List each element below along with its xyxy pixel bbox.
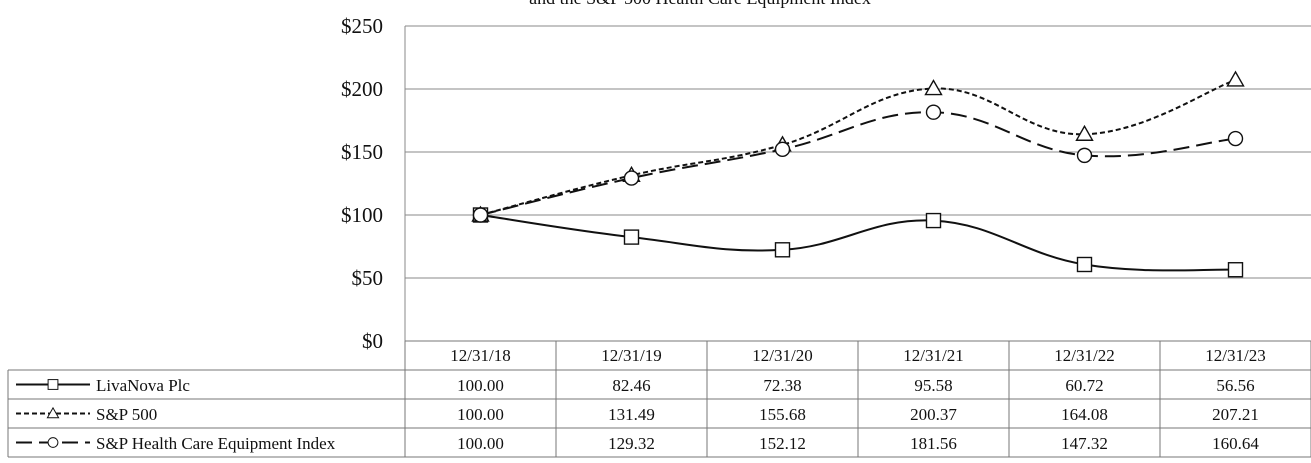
x-tick-label: 12/31/21 xyxy=(903,346,963,365)
data-point-marker xyxy=(774,141,791,158)
legend-label: S&P 500 xyxy=(96,405,157,424)
legend-key-marker xyxy=(47,437,59,448)
data-point-marker xyxy=(774,242,791,258)
data-point-marker xyxy=(623,170,640,186)
data-point-marker xyxy=(925,212,942,229)
legend-label: LivaNova Plc xyxy=(96,376,190,395)
data-point-marker xyxy=(924,79,943,96)
data-point-marker xyxy=(472,207,489,223)
x-tick-label: 12/31/18 xyxy=(450,346,510,365)
data-label: 181.56 xyxy=(910,434,957,453)
legend-label: S&P Health Care Equipment Index xyxy=(96,434,336,453)
data-label: 82.46 xyxy=(612,376,650,395)
data-point-marker xyxy=(1226,70,1245,87)
data-label: 72.38 xyxy=(763,376,801,395)
data-point-marker xyxy=(1075,124,1094,141)
data-label: 164.08 xyxy=(1061,405,1108,424)
data-point-marker xyxy=(1076,256,1093,273)
x-tick-label: 12/31/23 xyxy=(1205,346,1265,365)
data-label: 95.58 xyxy=(914,376,952,395)
data-label: 160.64 xyxy=(1212,434,1259,453)
x-tick-label: 12/31/20 xyxy=(752,346,812,365)
data-label: 100.00 xyxy=(457,376,504,395)
data-point-marker xyxy=(1076,147,1093,164)
data-label: 129.32 xyxy=(608,434,655,453)
data-label: 147.32 xyxy=(1061,434,1108,453)
data-label: 207.21 xyxy=(1212,405,1259,424)
y-tick-label: $0 xyxy=(362,329,383,353)
legend-key-marker xyxy=(47,379,59,390)
y-tick-label: $150 xyxy=(341,140,383,164)
data-point-marker xyxy=(925,104,942,120)
data-label: 155.68 xyxy=(759,405,806,424)
x-tick-label: 12/31/22 xyxy=(1054,346,1114,365)
data-point-marker xyxy=(1227,130,1244,147)
series-line xyxy=(480,78,1236,216)
data-label: 100.00 xyxy=(457,434,504,453)
data-label: 60.72 xyxy=(1065,376,1103,395)
legend-key-marker xyxy=(46,406,60,419)
x-tick-label: 12/31/19 xyxy=(601,346,661,365)
y-tick-label: $250 xyxy=(341,14,383,38)
data-point-marker xyxy=(1227,262,1244,278)
data-label: 131.49 xyxy=(608,405,655,424)
series-line xyxy=(480,214,1236,272)
data-label: 152.12 xyxy=(759,434,806,453)
y-tick-label: $50 xyxy=(352,266,384,290)
data-label: 200.37 xyxy=(910,405,957,424)
data-label: 56.56 xyxy=(1216,376,1254,395)
chart-title: and the S&P 500 Health Care Equipment In… xyxy=(529,0,871,8)
data-label: 100.00 xyxy=(457,405,504,424)
series-line xyxy=(480,111,1236,216)
y-tick-label: $100 xyxy=(341,203,383,227)
y-tick-label: $200 xyxy=(341,77,383,101)
data-point-marker xyxy=(623,229,640,245)
